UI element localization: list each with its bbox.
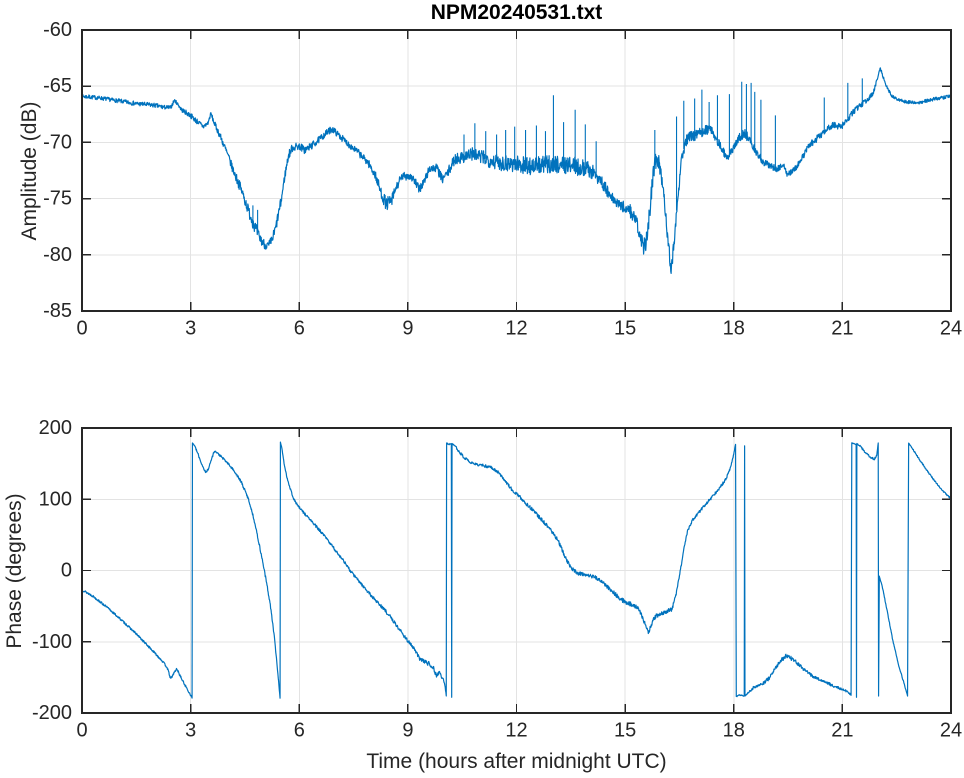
amplitude-tick-marks <box>81 29 952 312</box>
phase-xtick: 6 <box>294 720 305 742</box>
amplitude-ytick: -65 <box>43 75 72 97</box>
amplitude-xtick: 24 <box>940 318 962 340</box>
amplitude-xtick: 21 <box>831 318 853 340</box>
phase-tick-labels: 0 3 6 9 12 15 18 21 24 -200 -100 0 100 200 <box>32 417 962 742</box>
amplitude-ytick: -85 <box>43 300 72 322</box>
time-x-axis-label: Time (hours after midnight UTC) <box>366 750 667 773</box>
amplitude-db-trace <box>82 67 951 275</box>
amplitude-ytick: -80 <box>43 244 72 266</box>
figure-title: NPM20240531.txt <box>430 1 603 24</box>
phase-xtick: 3 <box>185 720 196 742</box>
amplitude-xtick: 12 <box>505 318 527 340</box>
amplitude-ytick: -60 <box>43 19 72 41</box>
amplitude-db-spikes <box>252 78 863 234</box>
phase-tick-marks <box>81 427 952 714</box>
amplitude-xtick: 0 <box>76 318 87 340</box>
amplitude-ytick: -70 <box>43 131 72 153</box>
amplitude-xtick: 18 <box>723 318 745 340</box>
phase-ytick: -100 <box>32 631 72 653</box>
phase-xtick: 24 <box>940 720 962 742</box>
phase-xtick: 21 <box>831 720 853 742</box>
phase-xtick: 9 <box>402 720 413 742</box>
phase-ytick: 0 <box>61 560 72 582</box>
phase-ytick: 200 <box>39 417 72 439</box>
amplitude-xtick: 3 <box>185 318 196 340</box>
phase-xtick: 18 <box>723 720 745 742</box>
phase-xtick: 0 <box>76 720 87 742</box>
phase-xtick: 12 <box>505 720 527 742</box>
phase-ytick: 100 <box>39 488 72 510</box>
phase-ytick: -200 <box>32 702 72 724</box>
phase-xtick: 15 <box>614 720 636 742</box>
amplitude-xtick: 9 <box>402 318 413 340</box>
amplitude-xtick: 6 <box>294 318 305 340</box>
phase-degrees-trace <box>82 441 951 699</box>
phase-grid <box>81 427 952 714</box>
amplitude-tick-labels: 0 3 6 9 12 15 18 21 24 -85 -80 -75 -70 -65 -60 <box>43 19 962 340</box>
amplitude-xtick: 15 <box>614 318 636 340</box>
amplitude-ytick: -75 <box>43 188 72 210</box>
